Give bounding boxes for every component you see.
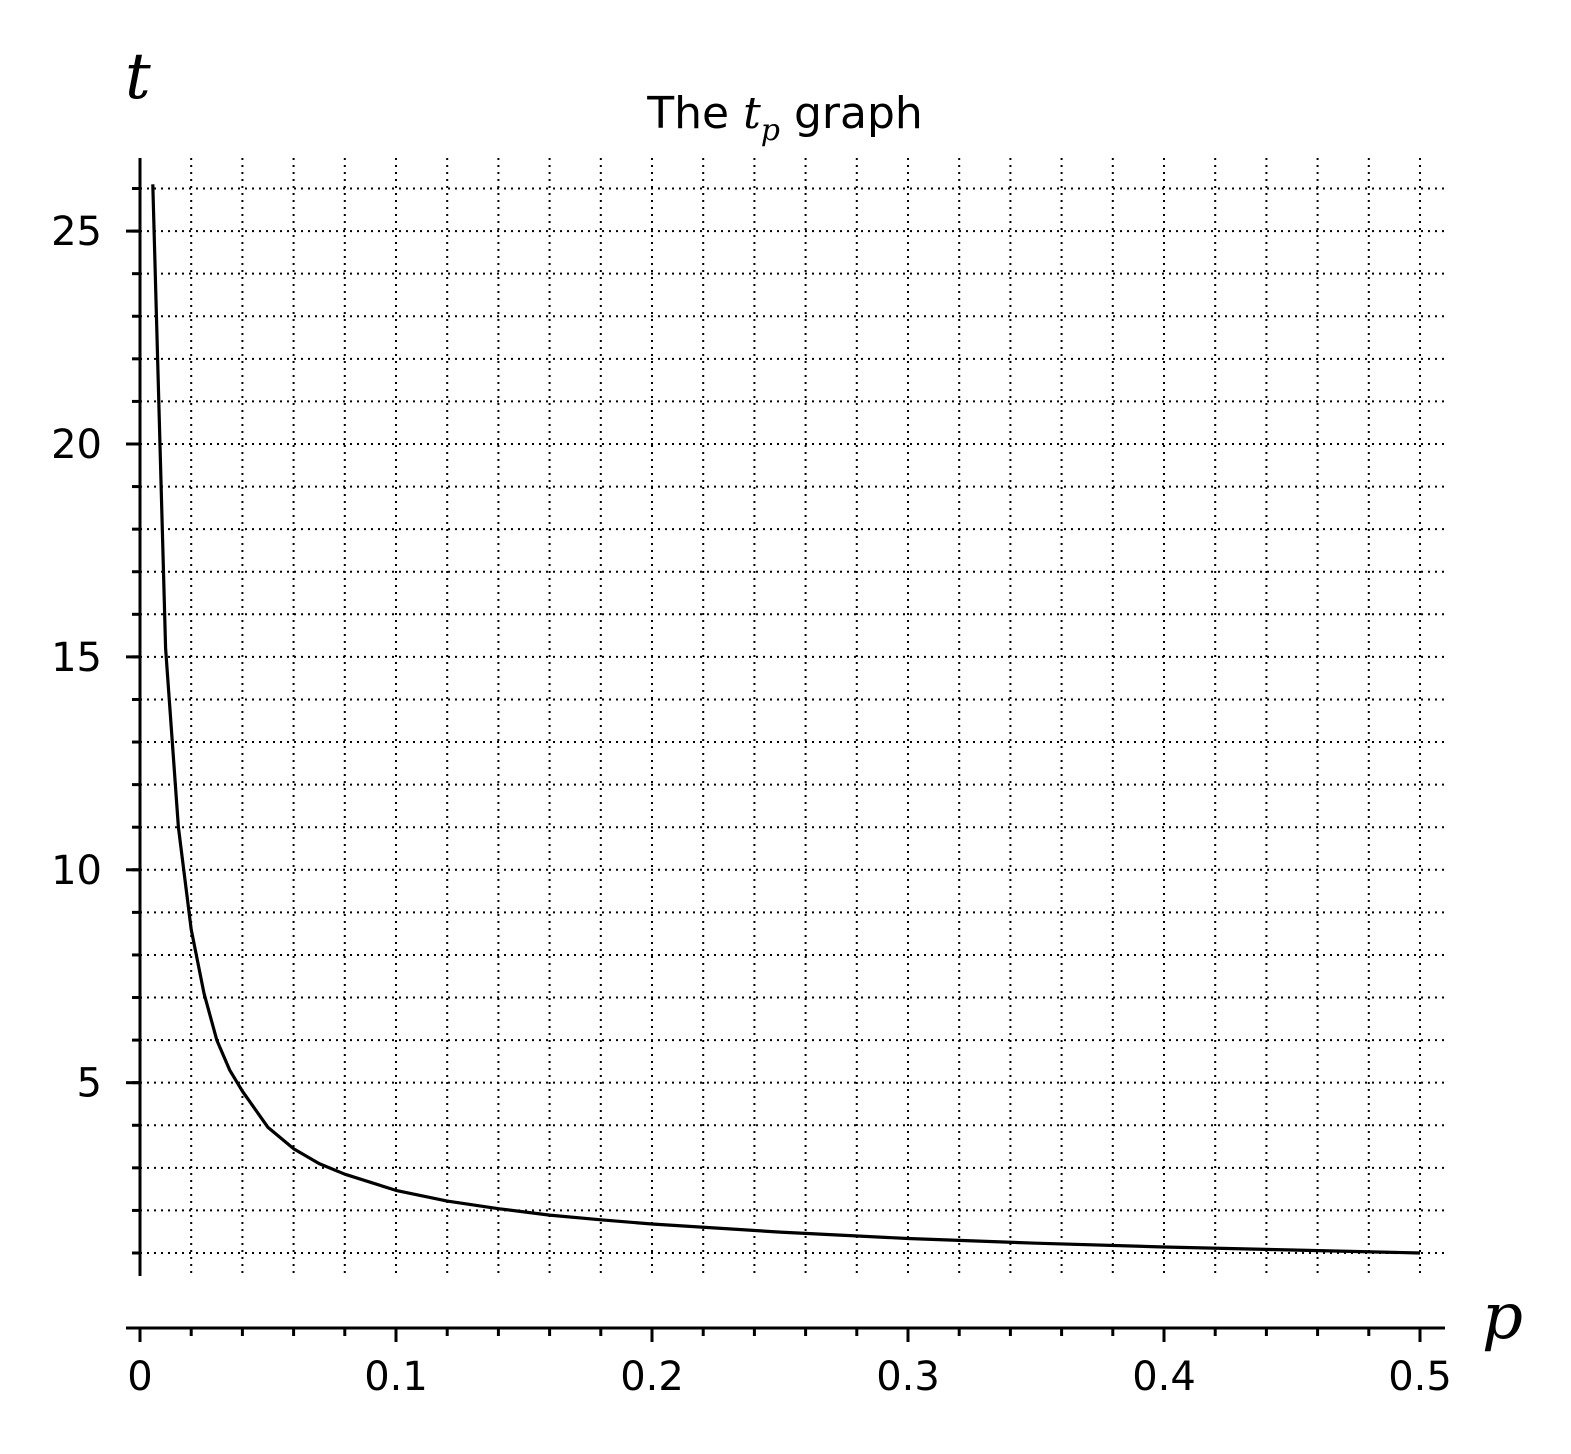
x-tick-label: 0: [127, 1354, 152, 1400]
series-line-tp: [151, 184, 1421, 1255]
x-tick-label: 0.3: [876, 1354, 940, 1400]
y-tick-label: 25: [51, 209, 102, 255]
ticks: 0 0.1 0.2 0.3 0.4 0.5 5 10 15 20 25: [51, 187, 1452, 1400]
x-tick-label: 0.2: [620, 1354, 684, 1400]
y-tick-label: 10: [51, 848, 102, 894]
x-axis-label: p: [1482, 1280, 1523, 1354]
chart-title: The tp graph: [646, 88, 923, 148]
y-tick-label: 15: [51, 635, 102, 681]
x-tick-label: 0.5: [1388, 1354, 1452, 1400]
y-tick-label: 20: [51, 422, 102, 468]
series: [151, 184, 1421, 1255]
y-axis-label: t: [125, 40, 151, 114]
x-tick-label: 0.4: [1132, 1354, 1196, 1400]
y-tick-label: 5: [77, 1061, 102, 1107]
x-tick-label: 0.1: [364, 1354, 428, 1400]
grid: [140, 158, 1445, 1276]
